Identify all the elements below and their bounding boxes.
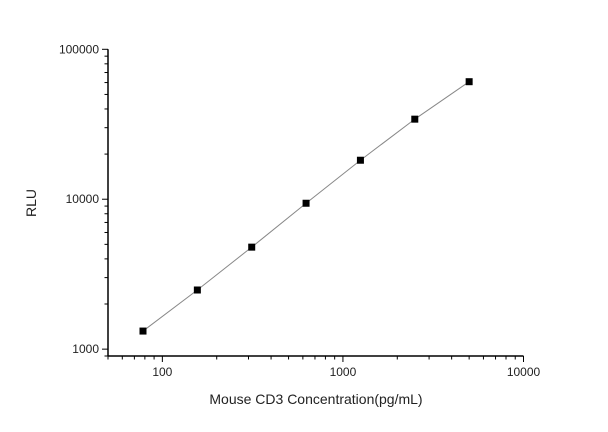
y-tick-label: 1000 xyxy=(72,342,99,356)
data-point xyxy=(465,78,473,86)
y-tick-label: 100000 xyxy=(59,42,99,56)
axes xyxy=(107,49,524,357)
data-point xyxy=(302,199,310,207)
y-tick-label: 10000 xyxy=(66,192,100,206)
data-point xyxy=(193,286,201,294)
ticks: 100 1000 10000 1000 10000 100000 xyxy=(59,42,541,379)
data-point xyxy=(356,156,364,164)
x-tick-label: 100 xyxy=(152,365,172,379)
x-tick-label: 1000 xyxy=(330,365,357,379)
data-points xyxy=(139,78,473,335)
y-axis-label: RLU xyxy=(23,189,39,217)
x-tick-label: 10000 xyxy=(507,365,541,379)
data-point xyxy=(139,327,147,335)
data-point xyxy=(411,115,419,123)
x-axis-label: Mouse CD3 Concentration(pg/mL) xyxy=(209,391,422,407)
data-point xyxy=(248,243,256,251)
